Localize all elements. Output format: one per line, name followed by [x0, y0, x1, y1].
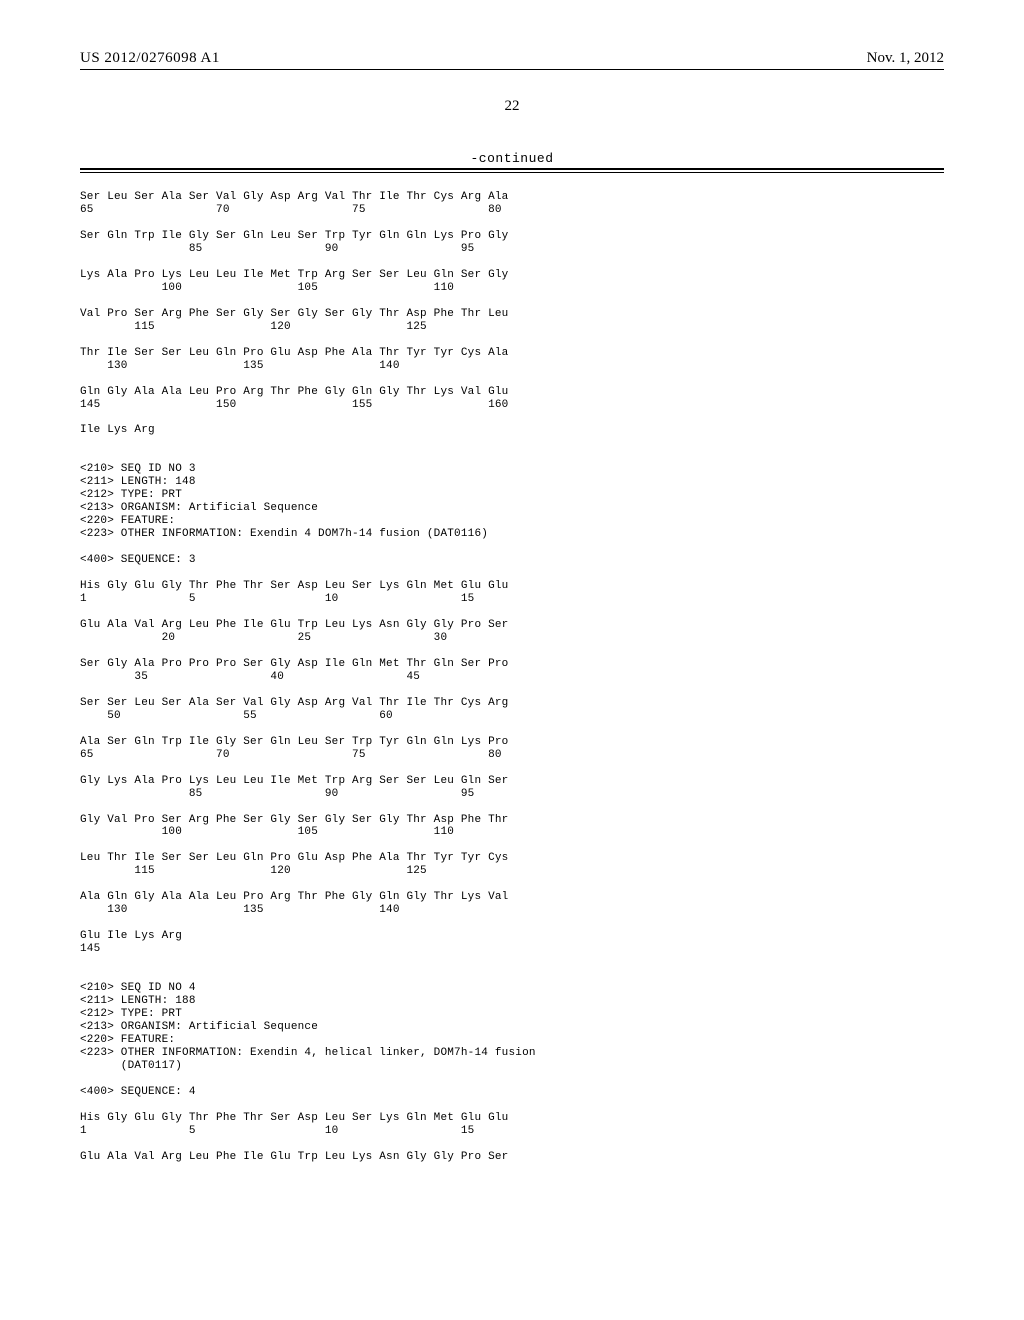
rule-thick — [80, 168, 944, 170]
rule-thin — [80, 172, 944, 173]
page-number: 22 — [80, 98, 944, 115]
continued-label: -continued — [80, 151, 944, 166]
publication-date: Nov. 1, 2012 — [867, 50, 944, 67]
sequence-listing: Ser Leu Ser Ala Ser Val Gly Asp Arg Val … — [80, 191, 944, 1164]
patent-page: US 2012/0276098 A1 Nov. 1, 2012 22 -cont… — [0, 0, 1024, 1320]
page-header: US 2012/0276098 A1 Nov. 1, 2012 — [80, 50, 944, 70]
continued-block: -continued — [80, 151, 944, 173]
publication-number: US 2012/0276098 A1 — [80, 50, 220, 67]
